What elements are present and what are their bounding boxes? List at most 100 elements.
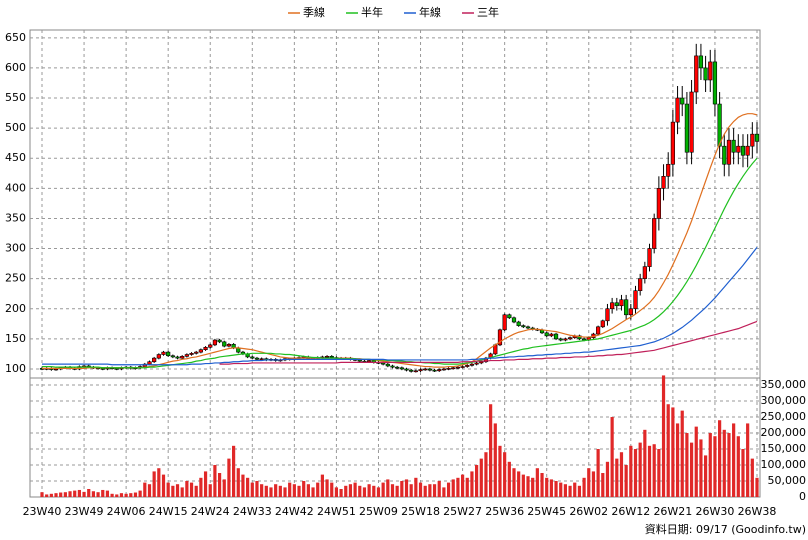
- candle-body: [525, 326, 531, 329]
- volume-bar: [741, 449, 745, 497]
- candle-body: [418, 369, 423, 372]
- candle-body: [680, 97, 685, 105]
- volume-bar: [199, 477, 203, 497]
- volume-bar: [386, 479, 390, 497]
- candle-body: [507, 314, 512, 319]
- volume-bar: [493, 423, 497, 497]
- volume-bar: [404, 479, 409, 497]
- candle-body: [222, 341, 227, 347]
- volume-bar: [227, 458, 231, 497]
- candle-body: [502, 314, 507, 331]
- volume-bar: [376, 487, 381, 497]
- volume-bar: [269, 487, 273, 497]
- volume-bar: [288, 482, 292, 497]
- volume-bar: [446, 482, 451, 497]
- volume-bar: [591, 471, 596, 497]
- volume-bar: [334, 487, 339, 497]
- candle-body: [610, 302, 615, 310]
- volume-bar: [489, 404, 493, 497]
- y-tick-label: 600: [5, 61, 26, 74]
- volume-bar: [643, 429, 647, 497]
- y-tick-label: 250: [5, 272, 26, 285]
- volume-bar: [63, 492, 67, 497]
- candle-body: [656, 188, 661, 219]
- candle-body: [152, 357, 157, 363]
- volume-bar: [161, 474, 166, 497]
- volume-bar: [699, 439, 703, 497]
- volume-bar: [129, 493, 133, 497]
- volume-bar: [110, 493, 114, 497]
- footer: 資料日期: 09/17 (Goodinfo.tw): [645, 522, 806, 536]
- candle-body: [694, 55, 699, 93]
- y-tick-label: 550: [5, 91, 26, 104]
- volume-bar: [517, 471, 521, 497]
- volume-bar: [166, 482, 170, 497]
- volume-bar: [138, 490, 142, 497]
- candle-body: [437, 369, 442, 372]
- volume-bar: [629, 445, 633, 497]
- candle-body: [254, 357, 260, 360]
- candle-body: [474, 362, 479, 365]
- volume-bar: [718, 420, 722, 497]
- volume-bar: [624, 465, 628, 497]
- candle-body: [689, 91, 694, 153]
- candle-body: [460, 366, 465, 368]
- ma-line: [219, 320, 758, 365]
- candle-body: [451, 367, 456, 370]
- volume-bar: [470, 471, 474, 497]
- volume-bar: [610, 417, 614, 497]
- candle-body: [390, 365, 395, 368]
- volume-bar: [339, 489, 343, 497]
- volume-bar: [573, 482, 577, 497]
- volume-bar: [274, 484, 278, 497]
- volume-bar: [685, 433, 689, 497]
- candle-body: [497, 329, 503, 346]
- volume-bar: [722, 429, 726, 497]
- volume-bar: [652, 444, 656, 497]
- volume-bar: [596, 449, 600, 497]
- candle-body: [446, 368, 451, 370]
- volume-bar: [133, 492, 138, 497]
- candle-body: [166, 351, 171, 357]
- volume-bar: [232, 445, 236, 497]
- candle-body: [736, 145, 741, 153]
- legend-label: 季線: [303, 5, 325, 19]
- candle-body: [432, 369, 437, 372]
- candle-body: [404, 368, 409, 371]
- candle-body: [577, 335, 582, 340]
- candle-body: [600, 320, 605, 328]
- volume-bar: [587, 468, 591, 497]
- candle-body: [170, 355, 175, 358]
- candle-body: [385, 363, 390, 367]
- volume-bar: [278, 485, 282, 497]
- candle-body: [521, 325, 526, 328]
- candle-body: [156, 354, 161, 359]
- volume-bar: [77, 489, 81, 497]
- volume-bar: [675, 423, 680, 497]
- candle-body: [479, 361, 484, 364]
- x-tick-label: 25W27: [443, 505, 482, 518]
- volume-bar: [535, 468, 539, 497]
- volume-bar: [465, 477, 469, 497]
- candle-body: [399, 367, 404, 370]
- candle-body: [675, 97, 680, 123]
- candle-body: [661, 176, 666, 189]
- x-tick-label: 26W38: [738, 505, 777, 518]
- x-tick-label: 26W02: [569, 505, 608, 518]
- volume-bar: [124, 493, 128, 497]
- candle-body: [511, 317, 517, 323]
- volume-bar: [283, 487, 287, 497]
- candle-body: [652, 218, 657, 249]
- volume-bar: [418, 482, 423, 497]
- volume-bar: [175, 484, 180, 497]
- volume-bar: [157, 468, 161, 497]
- volume-bar: [316, 482, 320, 497]
- volume-bar: [152, 471, 156, 497]
- candle-body: [605, 308, 610, 322]
- legend-label: 半年: [361, 5, 383, 19]
- candle-body: [413, 370, 418, 373]
- candle-body: [581, 338, 587, 341]
- volume-bar: [115, 494, 119, 497]
- candle-body: [259, 358, 264, 361]
- candle-body: [638, 278, 643, 291]
